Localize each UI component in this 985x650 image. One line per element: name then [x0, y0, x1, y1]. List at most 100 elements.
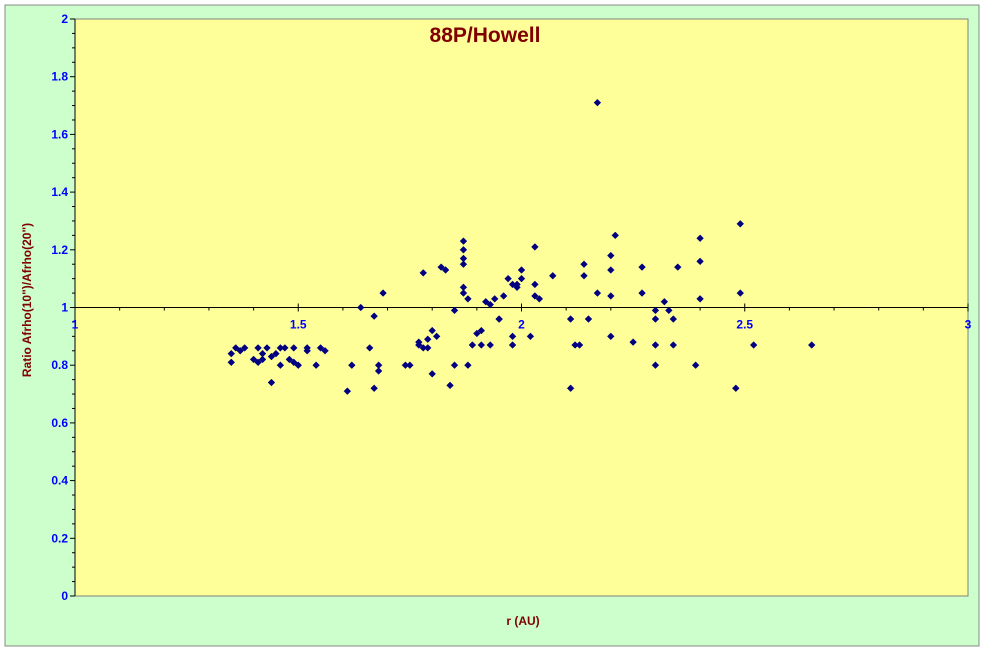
data-point [441, 266, 450, 274]
data-point [669, 315, 678, 323]
data-point [513, 280, 521, 289]
data-point [276, 361, 285, 369]
data-point [508, 332, 517, 341]
data-point [428, 370, 436, 378]
y-tick-label: 2 [61, 12, 68, 26]
y-axis-label: Ratio Afrho(10")/Afrho(20") [20, 223, 34, 377]
data-point [249, 355, 258, 364]
data-point [495, 315, 503, 323]
data-point [535, 295, 544, 303]
x-tick-label: 1 [72, 318, 79, 332]
x-tick-label: 3 [965, 318, 972, 332]
data-point [638, 263, 646, 271]
data-point [281, 344, 289, 352]
data-point [294, 361, 303, 369]
data-point [343, 387, 352, 395]
y-tick-label: 1.8 [51, 70, 68, 84]
y-tick-label: 0.6 [51, 416, 68, 430]
data-point [254, 358, 262, 367]
data-point [593, 289, 602, 297]
data-point [450, 306, 459, 315]
data-point [531, 243, 539, 251]
data-point [607, 332, 615, 341]
data-point [696, 234, 704, 243]
data-point [580, 260, 588, 268]
data-point [303, 347, 311, 355]
data-point [482, 297, 490, 306]
x-axis-ticks: 1 1.5 2 2.5 3 [72, 303, 972, 332]
data-point [290, 358, 298, 367]
data-point [549, 272, 557, 280]
data-point [450, 361, 459, 369]
data-point [231, 344, 240, 352]
x-tick-label: 2.5 [736, 318, 753, 332]
data-point [227, 358, 236, 367]
data-point [419, 269, 428, 277]
y-axis-ticks: 0 0.2 0.4 0.6 0.8 1 1.2 1.4 1.6 1.8 2 [51, 12, 75, 603]
y-tick-label: 1.6 [51, 127, 68, 141]
data-point [807, 341, 816, 349]
data-point [459, 246, 468, 254]
data-point [732, 384, 740, 393]
chart-title: 88P/Howell [430, 24, 541, 47]
data-point [691, 361, 700, 369]
data-point [374, 361, 383, 369]
x-tick-label: 2 [518, 318, 525, 332]
data-point [580, 272, 588, 280]
data-point [227, 349, 236, 358]
data-point [669, 341, 678, 349]
data-point [285, 355, 294, 364]
data-point [607, 251, 615, 260]
data-point [357, 303, 365, 312]
y-tick-label: 0.2 [51, 531, 68, 545]
data-point [316, 344, 325, 352]
data-point [258, 355, 267, 364]
data-point [566, 384, 575, 393]
data-point [290, 344, 298, 352]
data-point [566, 315, 575, 323]
data-point [531, 280, 539, 289]
data-point [236, 347, 244, 355]
data-point [607, 292, 615, 300]
data-point [696, 257, 704, 266]
data-point [374, 367, 383, 375]
data-point [423, 335, 432, 343]
data-point [665, 306, 673, 315]
data-point [423, 344, 432, 352]
data-point [240, 344, 249, 352]
data-point [660, 297, 669, 306]
data-point [651, 315, 660, 323]
data-point [490, 295, 499, 303]
x-axis-label: r (AU) [506, 614, 539, 628]
data-point [263, 344, 271, 352]
data-point [526, 332, 535, 341]
data-point [464, 361, 472, 369]
data-point [517, 274, 526, 283]
data-point [321, 347, 329, 355]
data-point [459, 260, 468, 268]
data-point [370, 312, 378, 320]
data-points [227, 98, 816, 395]
data-point [593, 98, 602, 107]
data-point [267, 378, 276, 387]
data-point [272, 349, 280, 358]
data-point [459, 289, 468, 297]
data-point [504, 274, 512, 283]
data-point [607, 266, 615, 274]
y-tick-label: 0 [61, 589, 68, 603]
y-tick-label: 1 [61, 301, 68, 315]
data-point [468, 341, 477, 349]
data-point [415, 338, 423, 346]
data-point [432, 332, 441, 341]
data-point [629, 338, 637, 346]
y-tick-label: 1.4 [51, 185, 68, 199]
y-tick-label: 0.4 [51, 474, 68, 488]
data-point [651, 361, 660, 369]
y-tick-label: 0.8 [51, 358, 68, 372]
data-point [379, 289, 387, 297]
data-point [477, 326, 486, 335]
data-point [459, 237, 468, 245]
data-point [651, 306, 660, 315]
data-point [428, 326, 436, 335]
data-point [437, 263, 445, 271]
